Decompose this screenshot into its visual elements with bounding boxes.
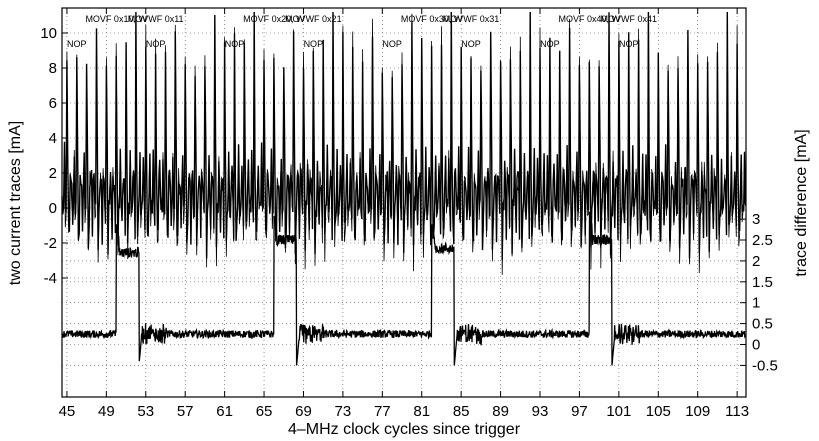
x-tick-label: 57 <box>177 403 194 420</box>
x-tick-label: 85 <box>453 403 470 420</box>
instruction-label: NOP <box>540 39 560 49</box>
x-tick-label: 81 <box>413 403 430 420</box>
instruction-label: NOP <box>67 39 87 49</box>
y-right-tick-label: 0.5 <box>752 316 773 333</box>
instruction-label: NOP <box>382 39 402 49</box>
x-tick-label: 105 <box>646 403 671 420</box>
instruction-label: MOVWF 0x31 <box>443 14 500 24</box>
x-tick-label: 49 <box>98 403 115 420</box>
y-right-tick-label: 0 <box>752 337 760 354</box>
y-left-tick-label: 2 <box>49 165 57 182</box>
x-axis-label: 4–MHz clock cycles since trigger <box>288 421 521 438</box>
instruction-label: NOP <box>304 39 324 49</box>
x-tick-label: 77 <box>374 403 391 420</box>
instruction-label: NOP <box>619 39 639 49</box>
instruction-label: NOP <box>461 39 481 49</box>
x-tick-label: 113 <box>725 403 749 420</box>
plot-frame <box>61 7 747 398</box>
axes: 45 49 53 57 61 65 69 73 77 81 85 89 93 97 101 105 109 113… <box>40 7 778 420</box>
trace-difference-line <box>61 211 746 366</box>
y-right-tick-label: 1 <box>752 295 760 312</box>
x-tick-label: 109 <box>685 403 710 420</box>
y-left-tick-label: 6 <box>49 95 57 112</box>
x-tick-label: 97 <box>571 403 588 420</box>
plot-area: MOVF 0x10, W NOP MOVWF 0x11 NOP MOVF 0x20, W… <box>61 11 746 366</box>
instruction-label: MOVWF 0x41 <box>600 14 657 24</box>
y-left-tick-label: -4 <box>44 270 57 287</box>
y-left-tick-label: 4 <box>49 130 57 147</box>
y-left-tick-label: 0 <box>49 200 57 217</box>
y-right-tick-label: 3 <box>752 211 760 228</box>
x-tick-label: 101 <box>606 403 631 420</box>
current-trace-line-2 <box>61 11 746 275</box>
y-left-tick-label: 8 <box>49 60 57 77</box>
x-tick-label: 73 <box>335 403 352 420</box>
y-right-tick-label: 1.5 <box>752 274 773 291</box>
y-right-tick-label: 2 <box>752 253 760 270</box>
x-tick-label: 69 <box>295 403 312 420</box>
x-tick-label: 45 <box>59 403 76 420</box>
x-tick-label: 53 <box>137 403 154 420</box>
right-y-axis-label: trace difference [mA] <box>793 129 810 276</box>
left-y-axis-label: two current traces [mA] <box>7 121 24 286</box>
x-tick-label: 61 <box>216 403 233 420</box>
instruction-label: MOVF 0x10, W <box>85 14 147 24</box>
instruction-label: MOVWF 0x11 <box>128 14 184 24</box>
instruction-label: NOP <box>225 39 245 49</box>
y-right-tick-label: -0.5 <box>752 357 778 374</box>
x-tick-label: 93 <box>532 403 549 420</box>
x-tick-label: 65 <box>256 403 273 420</box>
y-left-tick-label: 10 <box>40 25 57 42</box>
y-right-tick-label: 2.5 <box>752 232 773 249</box>
x-tick-label: 89 <box>492 403 509 420</box>
instruction-label: NOP <box>146 39 166 49</box>
instruction-label: MOVF 0x20, W <box>243 14 305 24</box>
instruction-label: MOVF 0x30, W <box>401 14 463 24</box>
instruction-label: MOVF 0x40, W <box>559 14 621 24</box>
instruction-label: MOVWF 0x21 <box>285 14 342 24</box>
y-left-tick-label: -2 <box>44 235 57 252</box>
